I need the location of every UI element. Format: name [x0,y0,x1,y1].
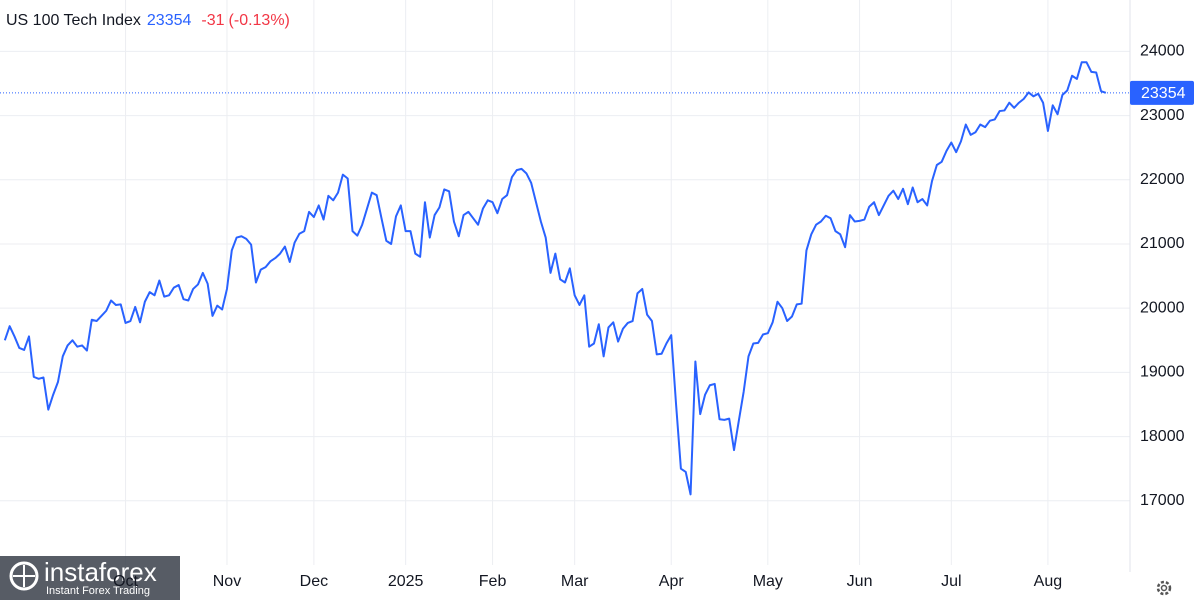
header-last-value: 23354 [147,12,192,29]
x-tick-label: Dec [300,573,328,590]
plot [0,61,1130,496]
x-tick-label: Apr [659,573,685,590]
y-tick-label: 18000 [1140,428,1185,445]
y-tick-label: 23000 [1140,107,1185,124]
x-tick-label: May [753,573,783,590]
y-tick-label: 19000 [1140,364,1185,381]
header-change-percent: (-0.13%) [229,12,290,29]
settings-icon[interactable] [1156,580,1172,596]
x-tick-label: Oct [113,573,138,590]
x-tick-label: Nov [213,573,241,590]
watermark-icon [9,561,39,591]
grid [0,0,1131,572]
x-tick-label: Mar [561,573,589,590]
last-price-label: 23354 [1141,85,1186,102]
watermark-tagline: Instant Forex Trading [46,585,150,597]
price-line [3,61,1107,496]
x-tick-label: Jul [941,573,961,590]
watermark: instaforex Instant Forex Trading [0,556,180,600]
x-tick-label: 2025 [388,573,424,590]
y-tick-label: 24000 [1140,43,1185,60]
y-tick-label: 17000 [1140,492,1185,509]
watermark-icon [13,565,35,587]
last-price-box [1130,80,1194,105]
chart-title: US 100 Tech Index [6,12,141,29]
y-tick-label: 21000 [1140,235,1185,252]
y-tick-label: 22000 [1140,171,1185,188]
header-change: -31 [201,12,224,29]
x-tick-label: Jun [847,573,873,590]
settings-gear[interactable] [1156,580,1172,596]
y-tick-label: 20000 [1140,299,1185,316]
x-tick-label: Feb [479,573,507,590]
watermark-brand: instaforex [44,557,157,587]
settings-gear-hub[interactable] [1160,584,1168,592]
x-tick-label: Aug [1034,573,1062,590]
